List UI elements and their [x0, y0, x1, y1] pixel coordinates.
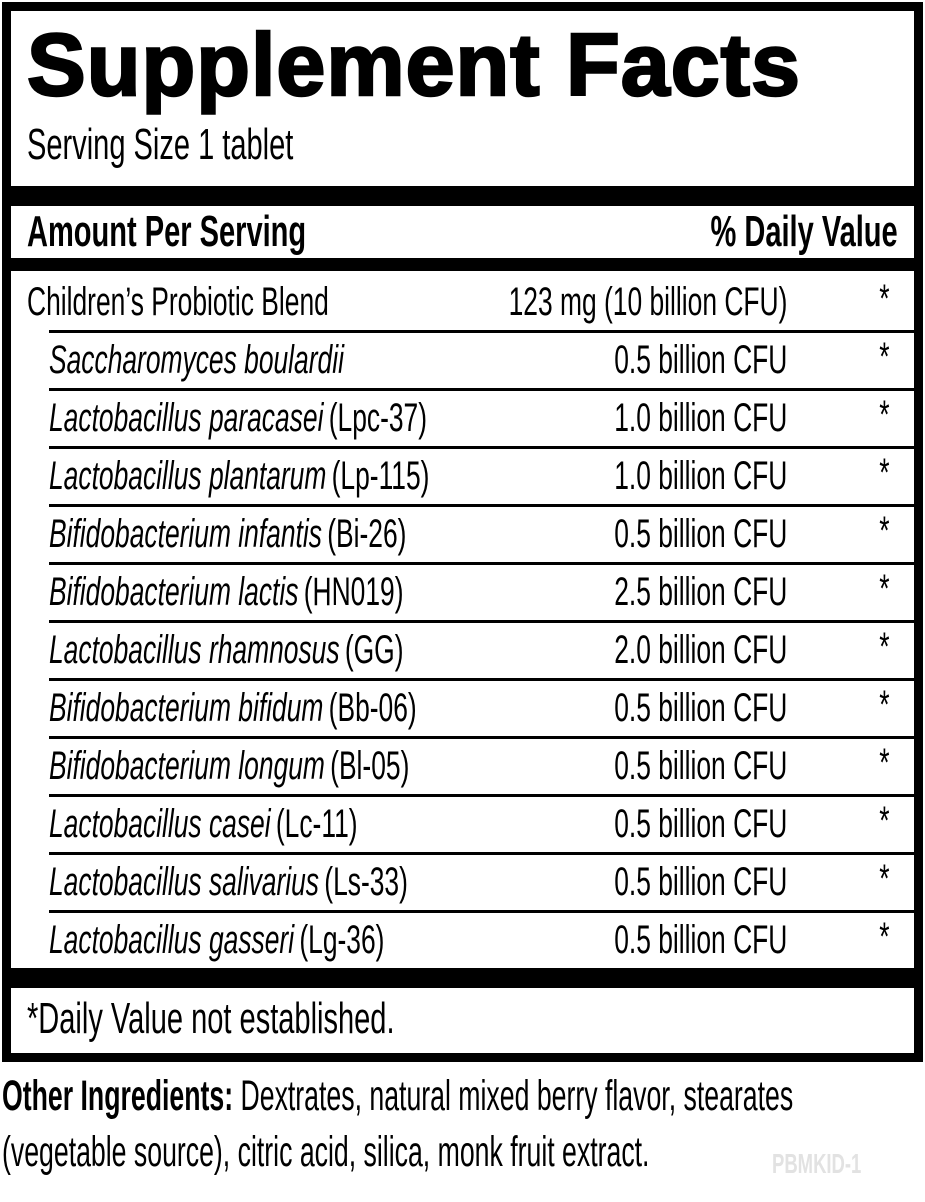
species-name: Lactobacillus gasseri: [49, 917, 295, 962]
ingredient-row: Lactobacillus paracasei (Lpc-37) 1.0 bill…: [27, 391, 898, 446]
row-divider: [49, 735, 914, 739]
blend-name: Children’s Probiotic Blend: [27, 279, 329, 324]
dv-asterisk: *: [879, 624, 890, 669]
other-ingredients-line2: (vegetable source), citric acid, silica,…: [2, 1124, 925, 1180]
column-header-row: Amount Per Serving % Daily Value: [27, 206, 898, 258]
row-divider: [49, 793, 914, 797]
row-divider: [49, 445, 914, 449]
strain-code: (Bb-06): [328, 685, 417, 730]
amount-value: 0.5 billion CFU: [613, 859, 787, 904]
species-name: Saccharomyces boulardii: [49, 337, 344, 382]
ingredient-row: Lactobacillus salivarius (Ls-33) 0.5 bill…: [27, 855, 898, 910]
ingredient-row: Lactobacillus casei (Lc-11) 0.5 billion C…: [27, 797, 898, 852]
dv-asterisk: *: [879, 856, 890, 901]
row-divider: [49, 619, 914, 623]
ingredient-row: Bifidobacterium lactis (HN019) 2.5 billio…: [27, 565, 898, 620]
ingredient-row: Bifidobacterium longum (Bl-05) 0.5 billio…: [27, 739, 898, 794]
dv-asterisk: *: [879, 566, 890, 611]
amount-value: 1.0 billion CFU: [613, 453, 787, 498]
dv-asterisk: *: [879, 682, 890, 727]
product-code: PBMKID-1: [771, 1148, 861, 1179]
other-ingredients-line1: Other Ingredients: Dextrates, natural mi…: [2, 1068, 925, 1124]
row-divider: [49, 387, 914, 391]
amount-value: 0.5 billion CFU: [613, 801, 787, 846]
species-name: Bifidobacterium longum: [49, 743, 325, 788]
strain-code: (Bi-26): [327, 511, 407, 556]
blend-row: Children’s Probiotic Blend 123 mg (10 bi…: [27, 275, 898, 330]
strain-code: (Lc-11): [275, 801, 358, 846]
dv-asterisk: *: [879, 392, 890, 437]
strain-code: (Lp-115): [331, 453, 430, 498]
amount-value: 2.5 billion CFU: [613, 569, 787, 614]
ingredient-row: Lactobacillus plantarum (Lp-115) 1.0 bill…: [27, 449, 898, 504]
supplement-facts-label: Supplement Facts Serving Size 1 tablet A…: [2, 2, 923, 1062]
species-name: Lactobacillus rhamnosus: [49, 627, 340, 672]
species-name: Lactobacillus paracasei: [49, 395, 324, 440]
ingredient-row: Bifidobacterium bifidum (Bb-06) 0.5 billi…: [27, 681, 898, 736]
thick-rule-top: [11, 185, 914, 206]
amount-value: 0.5 billion CFU: [613, 337, 787, 382]
other-ingredients-text1: Dextrates, natural mixed berry flavor, s…: [233, 1071, 794, 1120]
row-divider: [49, 503, 914, 507]
strain-code: (Lg-36): [299, 917, 385, 962]
dv-asterisk: *: [879, 740, 890, 785]
row-divider: [49, 851, 914, 855]
species-name: Lactobacillus casei: [49, 801, 271, 846]
facts-title: Supplement Facts: [26, 15, 801, 114]
dv-asterisk: *: [879, 914, 890, 959]
species-name: Bifidobacterium infantis: [49, 511, 322, 556]
dv-asterisk: *: [879, 450, 890, 495]
serving-size: Serving Size 1 tablet: [27, 120, 294, 169]
other-ingredients: Other Ingredients: Dextrates, natural mi…: [2, 1068, 925, 1180]
thick-rule-bottom: [11, 967, 914, 988]
row-divider: [49, 329, 914, 333]
ingredient-row: Bifidobacterium infantis (Bi-26) 0.5 bill…: [27, 507, 898, 562]
species-name: Bifidobacterium bifidum: [49, 685, 324, 730]
strain-code: (Bl-05): [330, 743, 410, 788]
dv-asterisk: *: [879, 798, 890, 843]
thin-rule-header: [11, 257, 914, 271]
amount-value: 0.5 billion CFU: [613, 685, 787, 730]
blend-dv-asterisk: *: [879, 276, 890, 321]
other-ingredients-text2: (vegetable source), citric acid, silica,…: [2, 1127, 650, 1176]
strain-code: (Lpc-37): [328, 395, 428, 440]
daily-value-header: % Daily Value: [710, 206, 898, 256]
blend-amount: 123 mg (10 billion CFU): [508, 279, 787, 324]
strain-code: (HN019): [303, 569, 404, 614]
daily-value-footnote: *Daily Value not established.: [27, 993, 395, 1043]
amount-per-serving-header: Amount Per Serving: [27, 206, 307, 256]
row-divider: [49, 909, 914, 913]
ingredient-row: Lactobacillus rhamnosus (GG) 2.0 billion …: [27, 623, 898, 678]
row-divider: [49, 561, 914, 565]
species-name: Lactobacillus plantarum: [49, 453, 327, 498]
ingredient-table: Children’s Probiotic Blend 123 mg (10 bi…: [27, 275, 914, 968]
dv-asterisk: *: [879, 508, 890, 553]
other-ingredients-label: Other Ingredients:: [2, 1071, 234, 1120]
row-divider: [49, 677, 914, 681]
amount-value: 0.5 billion CFU: [613, 917, 787, 962]
strain-code: (GG): [344, 627, 404, 672]
strain-code: (Ls-33): [324, 859, 408, 904]
species-name: Bifidobacterium lactis: [49, 569, 299, 614]
species-name: Lactobacillus salivarius: [49, 859, 320, 904]
amount-value: 0.5 billion CFU: [613, 511, 787, 556]
amount-value: 1.0 billion CFU: [613, 395, 787, 440]
amount-value: 2.0 billion CFU: [613, 627, 787, 672]
ingredient-row: Lactobacillus gasseri (Lg-36) 0.5 billion…: [27, 913, 898, 968]
amount-value: 0.5 billion CFU: [613, 743, 787, 788]
dv-asterisk: *: [879, 334, 890, 379]
ingredient-row: Saccharomyces boulardii 0.5 billion CFU …: [27, 333, 898, 388]
